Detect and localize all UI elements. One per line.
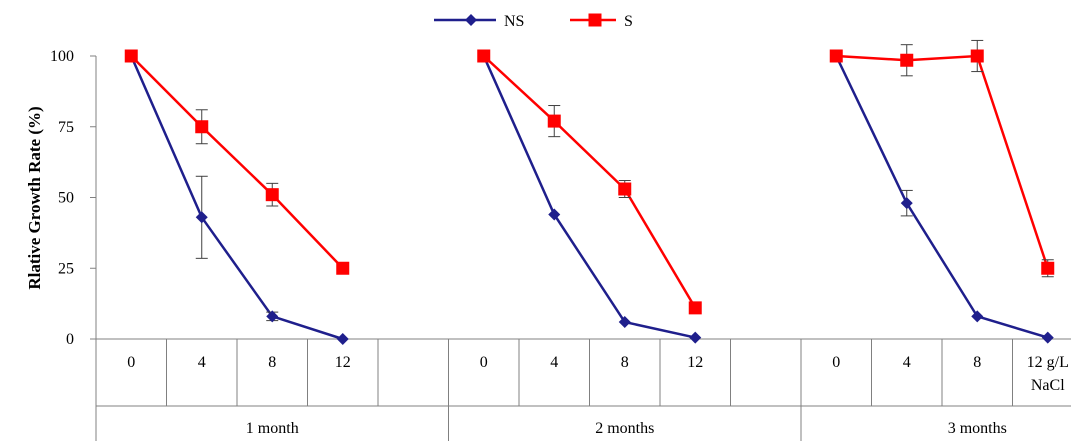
- legend-label: S: [624, 13, 633, 30]
- series-line: [482, 55, 696, 339]
- y-tick-label: 0: [66, 331, 74, 348]
- x-category-label: NaCl: [1031, 377, 1065, 394]
- data-point: [265, 188, 279, 202]
- data-point: [266, 310, 279, 323]
- data-point: [689, 331, 702, 344]
- y-tick-label: 25: [58, 260, 74, 277]
- series-line: [130, 55, 344, 270]
- data-point: [477, 49, 491, 63]
- x-group-label: 2 months: [595, 420, 654, 437]
- x-category-label: 8: [621, 354, 629, 371]
- x-category-label: 12: [687, 354, 703, 371]
- x-category-label: 4: [903, 354, 911, 371]
- series-line: [130, 55, 344, 341]
- legend-marker: [465, 14, 477, 26]
- y-tick-label: 50: [58, 190, 74, 207]
- y-tick-label: 75: [58, 119, 74, 136]
- series-layer: [124, 39, 1055, 345]
- data-point: [688, 301, 702, 315]
- x-category-label: 8: [973, 354, 981, 371]
- series-line: [482, 55, 697, 309]
- x-category-label: 12: [335, 354, 351, 371]
- x-category-label: 8: [268, 354, 276, 371]
- x-category-label: 0: [832, 354, 840, 371]
- data-point: [618, 182, 632, 196]
- x-category-label: 4: [198, 354, 206, 371]
- data-point: [970, 49, 984, 63]
- x-category-label: 0: [480, 354, 488, 371]
- series-line: [835, 55, 1049, 339]
- series-line: [836, 54, 1049, 269]
- x-category-label: 0: [127, 354, 135, 371]
- data-point: [618, 316, 631, 329]
- data-point: [971, 310, 984, 323]
- data-point: [1041, 261, 1055, 275]
- data-point: [195, 211, 208, 224]
- legend-marker: [588, 13, 602, 27]
- data-point: [1041, 331, 1054, 344]
- y-tick-label: 100: [50, 48, 74, 65]
- x-category-label: 4: [550, 354, 558, 371]
- data-point: [195, 120, 209, 134]
- data-point: [900, 53, 914, 67]
- series-ns: [125, 50, 1054, 345]
- data-point: [829, 49, 843, 63]
- data-point: [336, 261, 350, 275]
- data-point: [547, 114, 561, 128]
- data-point: [548, 208, 561, 221]
- axes-layer: 0 25 50 75 100 0 4 8 12 1 month 0 4 8 12 2 months 0 4 8 12…: [50, 48, 1071, 441]
- data-point: [124, 49, 138, 63]
- x-category-label: 12 g/L: [1027, 354, 1069, 371]
- series-s: [124, 39, 1055, 315]
- x-group-label: 3 months: [948, 420, 1007, 437]
- x-group-label: 1 month: [246, 420, 299, 437]
- data-point: [900, 197, 913, 210]
- legend: NS S: [434, 13, 633, 30]
- y-axis-label: Rlative Growth Rate (%): [25, 106, 44, 289]
- legend-label: NS: [504, 13, 524, 30]
- data-point: [336, 333, 349, 345]
